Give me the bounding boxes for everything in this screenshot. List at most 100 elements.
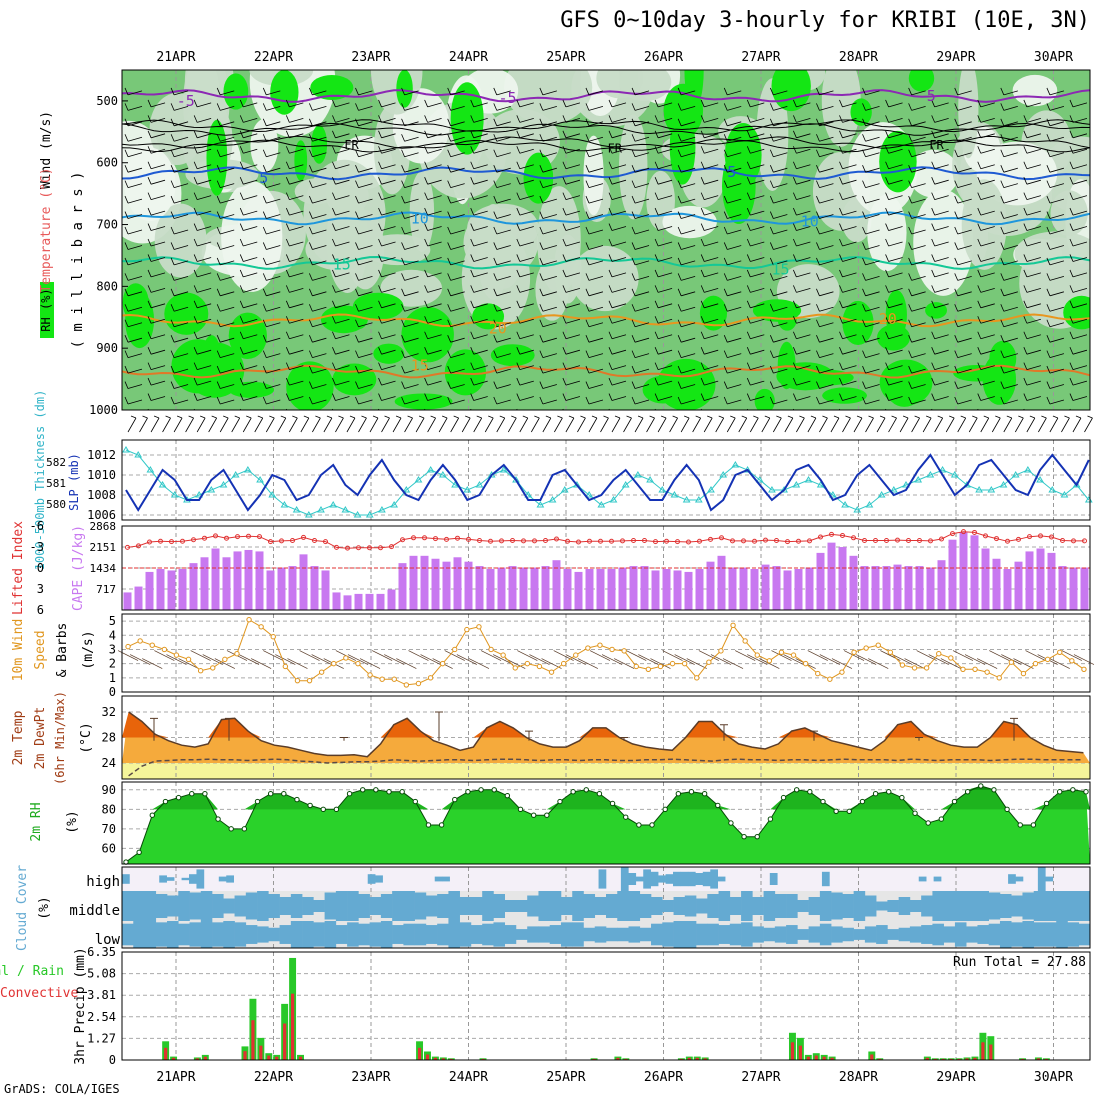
rh-dry-patch <box>149 93 205 166</box>
wind-barb <box>1046 396 1065 405</box>
wind-barb <box>631 103 650 111</box>
li-marker <box>279 538 284 544</box>
surface-wind-barb <box>346 415 356 433</box>
wind-barb <box>793 238 811 247</box>
wind-barb <box>170 165 189 173</box>
temp-axis-label-3: (6hr Min/Max) <box>53 691 67 785</box>
surface-wind-barb <box>1072 415 1082 433</box>
surface-wind-barb <box>1014 415 1024 433</box>
thickness-marker <box>865 501 874 508</box>
cloud-bar <box>680 871 689 887</box>
wind-barb <box>631 134 650 142</box>
li-marker <box>884 537 889 543</box>
wind-barb <box>355 165 373 173</box>
wind-barb <box>470 207 488 216</box>
rh-marker <box>544 812 550 818</box>
wind-barb <box>816 165 834 173</box>
wind-barb <box>193 115 212 123</box>
wind-barb <box>1046 257 1065 266</box>
wind-barb <box>677 226 696 235</box>
wind-barb <box>147 115 166 123</box>
cloud-bar <box>369 897 382 915</box>
wind-barb <box>723 165 742 173</box>
wind-barb <box>378 393 396 401</box>
wind-barb <box>585 381 604 389</box>
li-marker <box>455 535 460 541</box>
cloud-bar <box>673 897 686 915</box>
surface-wind-barb <box>300 415 310 433</box>
wind-barb <box>447 211 465 219</box>
wind-barb <box>769 211 788 219</box>
wind-barb <box>239 300 258 309</box>
wind10-marker <box>246 616 252 623</box>
thickness-marker <box>621 481 630 488</box>
wind-barb <box>585 180 604 189</box>
wind-barb <box>1000 103 1018 111</box>
cloud-bar <box>290 921 303 948</box>
cape-tick-label: 717 <box>96 583 116 596</box>
wind-barb <box>285 146 304 154</box>
cape-bar <box>255 551 264 610</box>
wind-barb <box>977 161 995 170</box>
wind-barb <box>262 304 281 312</box>
wind-barb <box>1000 365 1018 374</box>
wind-barb <box>539 180 557 189</box>
wind-barb <box>1069 254 1088 262</box>
cloud-bar <box>122 891 134 921</box>
surface-wind-barb <box>588 415 598 433</box>
wind-barb <box>723 288 742 297</box>
wind10-barb <box>178 658 199 669</box>
wind-barb <box>654 316 673 324</box>
cloud-bar <box>687 871 696 887</box>
cloud-bar <box>583 894 596 918</box>
wind-barb <box>424 331 442 340</box>
wind-barb <box>239 99 258 108</box>
wind-barb <box>816 350 834 359</box>
cloud-bar <box>504 925 517 944</box>
wind-barb <box>977 316 995 324</box>
thickness-marker <box>280 501 289 508</box>
thickness-marker <box>231 471 240 478</box>
wind-barb <box>239 115 258 123</box>
rh-moist-patch <box>164 292 209 335</box>
li-marker <box>631 537 636 543</box>
thickness-marker <box>524 491 533 498</box>
li-marker <box>334 544 339 550</box>
wind10-barb <box>214 658 236 669</box>
wind10-barb <box>916 650 937 661</box>
cloud-bar <box>954 891 967 921</box>
wind-barb <box>262 118 281 127</box>
wind-barb <box>654 347 673 355</box>
wind-barb <box>700 269 719 278</box>
cloud-bar <box>797 900 809 912</box>
wind-barb <box>124 149 143 158</box>
cloud-bar <box>702 871 711 887</box>
wind-barb <box>816 134 834 142</box>
wind-barb <box>516 254 534 262</box>
li-marker <box>598 538 603 544</box>
cloud-bar <box>696 898 708 914</box>
cloud-bar <box>223 921 235 948</box>
wind-barb <box>1000 149 1018 158</box>
li-marker <box>543 537 548 543</box>
cape-bar <box>904 566 913 610</box>
rh-marker <box>346 791 353 797</box>
cloud-bar <box>628 891 641 921</box>
wind-barb <box>700 347 719 355</box>
wind-barb <box>285 347 304 355</box>
cloud-bar <box>1078 891 1091 921</box>
wind-barb <box>816 288 834 297</box>
wind-barb <box>608 269 627 278</box>
rh-marker <box>767 816 774 822</box>
wind-barb <box>723 350 742 359</box>
cloud-bar <box>606 927 618 942</box>
rh-marker <box>728 820 734 826</box>
precip-convective-bar <box>203 1056 207 1060</box>
li-marker <box>466 536 471 542</box>
wind-barb <box>585 103 604 111</box>
cape-bar <box>189 563 198 610</box>
wind-barb <box>608 177 627 185</box>
wind-barb <box>723 319 742 328</box>
surface-wind-barb <box>934 415 944 433</box>
li-marker <box>554 536 559 542</box>
